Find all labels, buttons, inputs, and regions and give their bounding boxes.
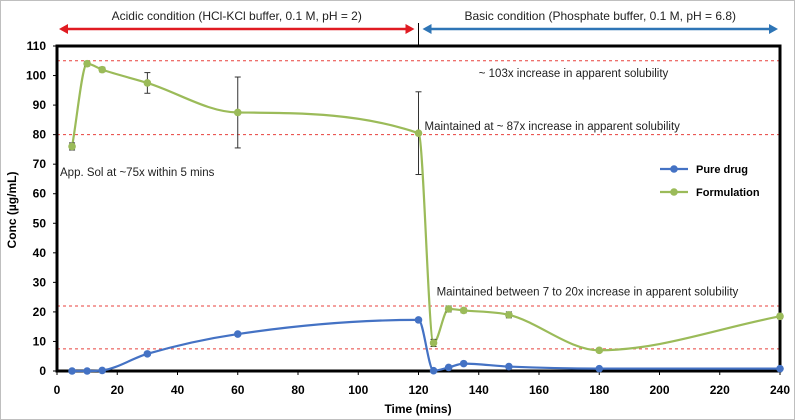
y-tick-label: 20 [33,305,47,319]
x-tick-label: 100 [348,383,368,397]
data-point [143,350,152,358]
legend: Pure drug Formulation [660,164,760,199]
data-point [459,359,468,368]
data-point [444,363,453,372]
data-point [98,65,106,74]
condition-arrow-head-right [769,24,778,34]
data-point [233,108,242,117]
data-point [68,367,76,375]
data-point [233,330,242,338]
annotation: Maintained between 7 to 20x increase in … [437,287,739,299]
data-point [414,129,423,137]
condition-arrows-layer: Acidic condition (HCl-KCl buffer, 0.1 M,… [59,9,778,46]
x-tick-label: 0 [54,383,61,397]
condition-label: Basic condition (Phosphate buffer, 0.1 M… [464,9,736,23]
reference-lines-layer [57,60,780,350]
x-tick-label: 60 [231,383,245,397]
x-tick-label: 120 [408,383,428,397]
x-tick-label: 220 [710,383,730,397]
data-point [143,79,152,87]
y-tick-label: 90 [33,98,47,112]
legend-marker [670,188,678,196]
data-point [429,339,438,347]
y-tick-label: 70 [33,157,47,171]
condition-arrow: Basic condition (Phosphate buffer, 0.1 M… [422,9,778,34]
y-tick-label: 30 [33,275,47,289]
data-point [83,367,91,375]
y-tick-label: 40 [33,246,47,260]
data-point [505,362,513,371]
x-tick-label: 160 [529,383,549,397]
legend-label: Pure drug [696,164,748,176]
annotation: App. Sol at ~75x within 5 mins [60,167,215,179]
y-tick-label: 50 [33,216,47,230]
x-tick-label: 20 [111,383,125,397]
data-point [459,306,468,315]
y-axis-title: Conc (µg/mL) [5,172,19,249]
condition-arrow: Acidic condition (HCl-KCl buffer, 0.1 M,… [59,9,415,34]
data-point [595,364,604,373]
data-point [68,142,76,151]
x-tick-label: 40 [171,383,185,397]
data-point [429,366,438,375]
series [68,316,784,375]
annotations-layer: ~ 103x increase in apparent solubility Ma… [60,68,739,299]
y-tick-label: 10 [33,334,47,348]
condition-arrow-head-left [59,24,68,34]
x-tick-label: 240 [770,383,790,397]
y-tick-label: 100 [26,69,46,83]
y-tick-label: 0 [39,364,46,378]
y-tick-label: 80 [33,128,47,142]
x-axis-title: Time (mins) [384,402,451,416]
x-tick-label: 180 [589,383,609,397]
condition-arrow-head-right [405,24,415,34]
x-tick-label: 80 [291,383,305,397]
data-point [414,316,423,324]
data-point [776,312,784,321]
series [68,59,784,355]
condition-label: Acidic condition (HCl-KCl buffer, 0.1 M,… [112,9,362,23]
data-point [505,311,513,319]
data-point [595,346,604,355]
legend-marker [670,165,678,173]
series-layer [68,59,784,375]
x-tick-label: 140 [469,383,489,397]
y-tick-label: 110 [27,39,47,53]
condition-arrow-head-left [422,24,432,34]
data-point [776,364,784,373]
annotation: ~ 103x increase in apparent solubility [479,68,669,80]
data-point [83,59,91,68]
y-tick-label: 60 [33,187,47,201]
legend-item: Formulation [660,187,760,199]
data-point [98,366,106,375]
x-tick-label: 200 [649,383,669,397]
annotation: Maintained at ~ 87x increase in apparent… [425,121,681,133]
data-point [444,305,453,313]
legend-item: Pure drug [660,164,748,176]
legend-label: Formulation [696,187,760,199]
ticks-layer: 0 20 40 60 80 100 120 140 160 180 200 220 240 0 10 20 30… [26,39,790,397]
